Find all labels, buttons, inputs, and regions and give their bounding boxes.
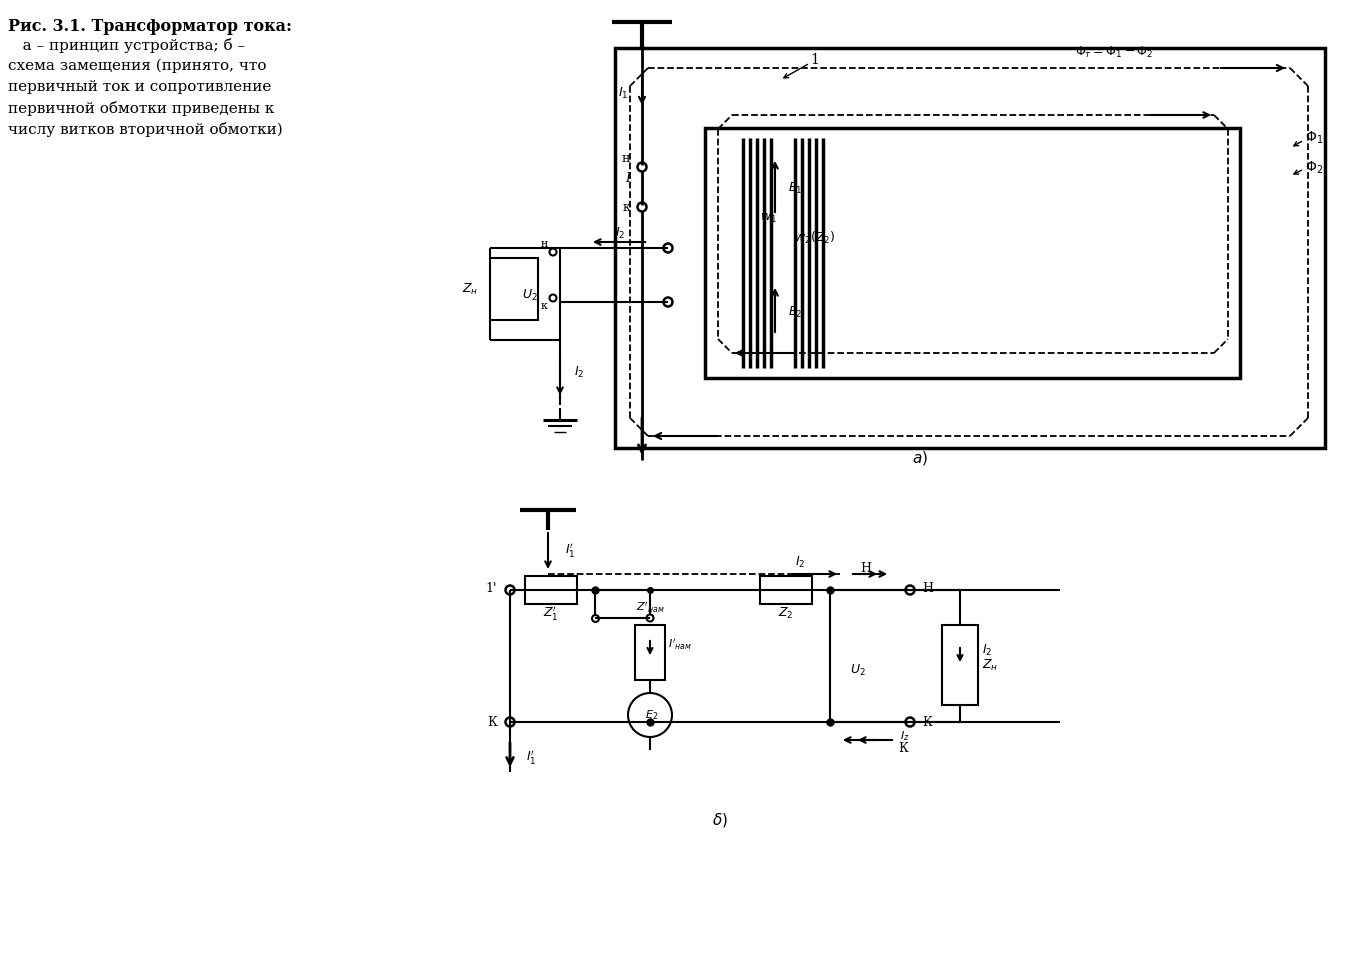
Text: $\Phi_1$: $\Phi_1$: [1305, 130, 1323, 146]
Text: первичной обмотки приведены к: первичной обмотки приведены к: [8, 101, 274, 116]
Text: I: I: [625, 171, 630, 185]
Text: $I_2$: $I_2$: [982, 642, 993, 658]
Text: $I_z$: $I_z$: [900, 729, 910, 742]
Bar: [526, 576, 577, 604]
Bar: [636, 625, 665, 680]
Bar: [615, 48, 1325, 448]
Text: $w_1$: $w_1$: [759, 212, 777, 224]
Text: $I_1'$: $I_1'$: [565, 541, 576, 559]
Text: 1': 1': [486, 582, 497, 594]
Bar: [490, 258, 538, 320]
Text: $а)$: $а)$: [913, 449, 928, 467]
Text: а – принцип устройства; б –: а – принцип устройства; б –: [8, 38, 246, 53]
Text: к: к: [540, 301, 549, 311]
Text: $U_2$: $U_2$: [850, 663, 866, 678]
Bar: [760, 576, 812, 604]
Text: схема замещения (принято, что: схема замещения (принято, что: [8, 59, 266, 73]
Text: $\Phi_т = \Phi_1 - \Phi_2$: $\Phi_т = \Phi_1 - \Phi_2$: [1076, 44, 1153, 60]
Text: Рис. 3.1. Трансформатор тока:: Рис. 3.1. Трансформатор тока:: [8, 18, 292, 35]
Text: $E_2$: $E_2$: [788, 304, 803, 320]
Text: $I_2$: $I_2$: [794, 555, 805, 569]
Text: $I_1'$: $I_1'$: [526, 748, 536, 766]
Bar: [705, 128, 1240, 378]
Text: к: к: [622, 200, 630, 214]
Text: $I_1$: $I_1$: [618, 86, 627, 100]
Text: числу витков вторичной обмотки): числу витков вторичной обмотки): [8, 122, 282, 137]
Text: $I'_{нам}$: $I'_{нам}$: [668, 638, 693, 652]
Text: $I_2$: $I_2$: [574, 364, 584, 379]
Text: К: К: [922, 716, 932, 728]
Text: $w_2(Z_2)$: $w_2(Z_2)$: [794, 230, 835, 247]
Text: К: К: [488, 716, 497, 728]
Text: $Z_1'$: $Z_1'$: [543, 604, 558, 622]
Text: $E_2$: $E_2$: [645, 708, 659, 722]
Text: $U_2$: $U_2$: [521, 287, 538, 302]
Text: Н: Н: [860, 561, 870, 575]
Text: 1: 1: [811, 53, 819, 67]
Text: $Z_н$: $Z_н$: [462, 281, 478, 297]
Text: $E_1$: $E_1$: [788, 180, 803, 195]
Text: К: К: [898, 742, 907, 754]
Text: $\delta)$: $\delta)$: [712, 811, 728, 829]
Text: $Z'_{нам}$: $Z'_{нам}$: [636, 601, 664, 615]
Text: $\Phi_2$: $\Phi_2$: [1305, 160, 1323, 176]
Bar: [942, 625, 978, 705]
Text: $I_2$: $I_2$: [615, 225, 625, 241]
Text: н: н: [622, 151, 630, 165]
Text: первичный ток и сопротивление: первичный ток и сопротивление: [8, 80, 272, 94]
Text: н: н: [540, 239, 549, 249]
Text: Н: Н: [922, 582, 933, 594]
Text: $Z_2$: $Z_2$: [778, 606, 793, 620]
Text: $Z_н$: $Z_н$: [982, 658, 998, 672]
